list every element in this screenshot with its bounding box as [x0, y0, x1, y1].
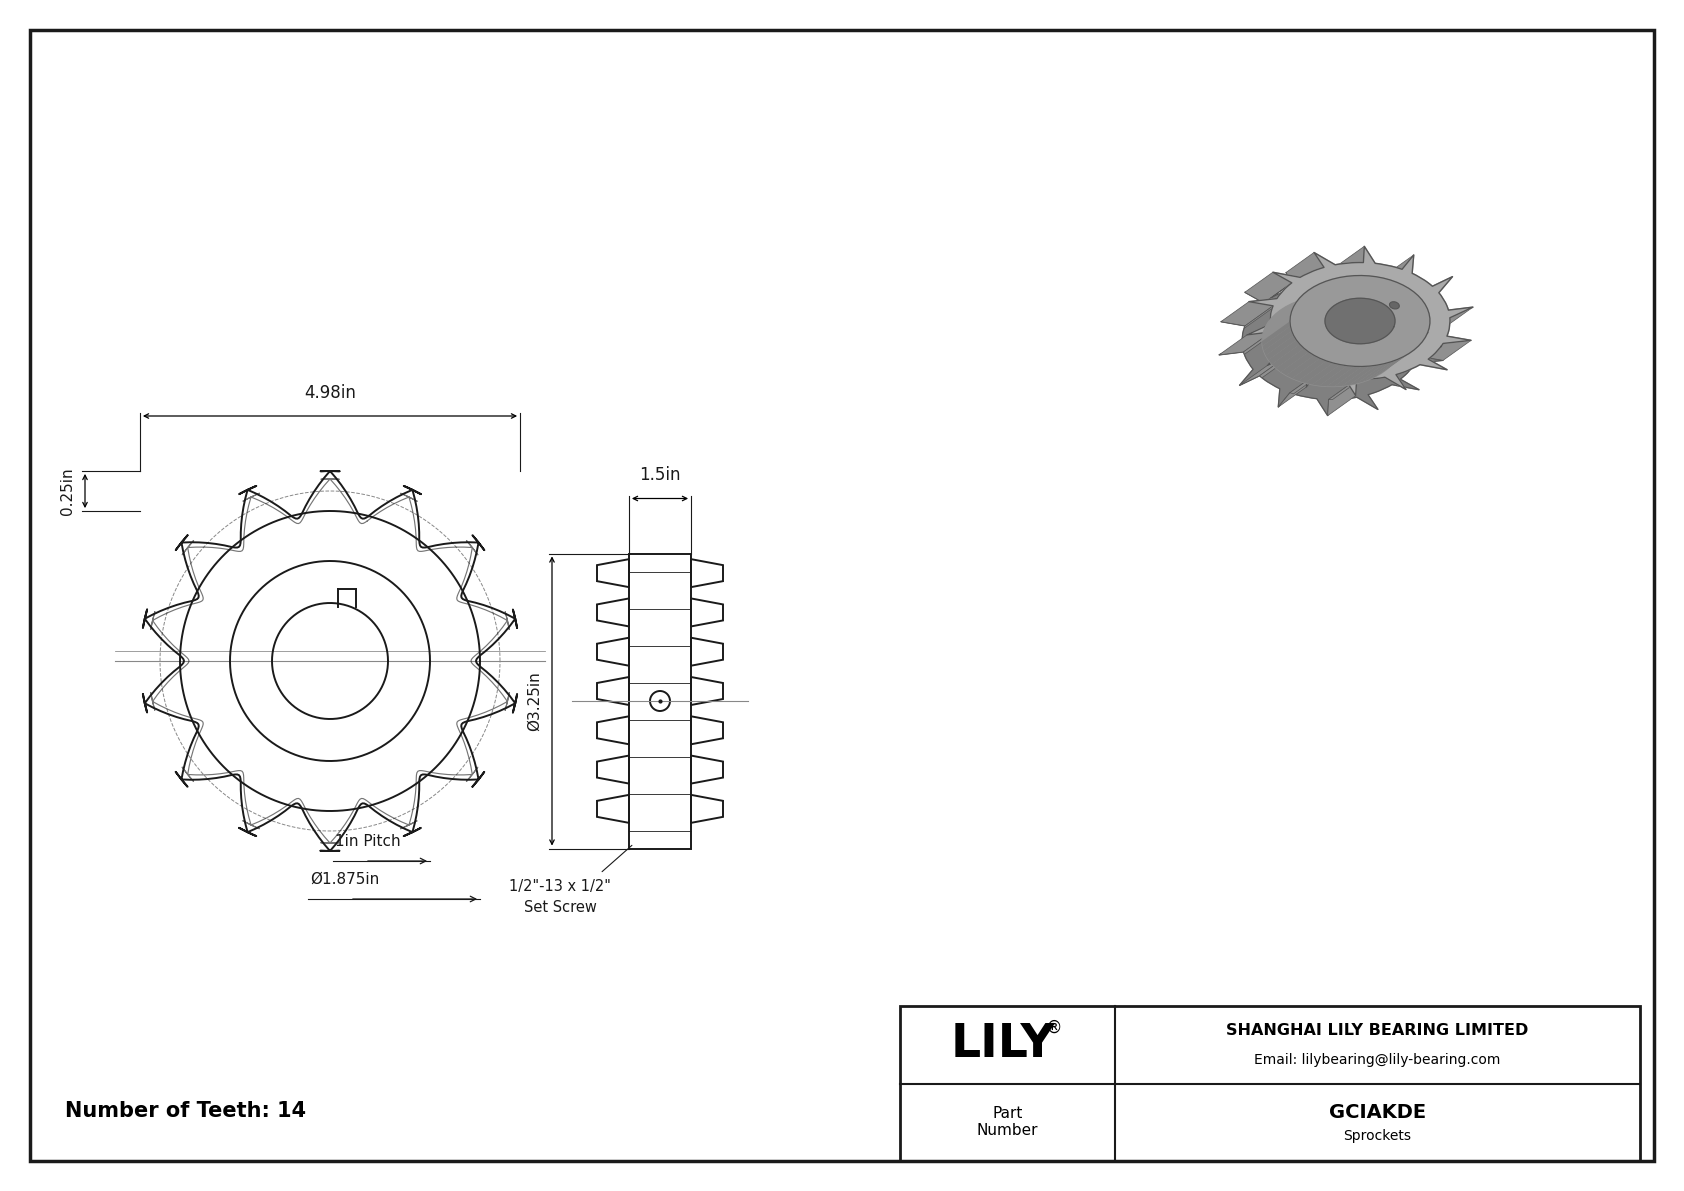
Polygon shape: [1401, 323, 1430, 348]
Polygon shape: [1420, 307, 1448, 330]
Polygon shape: [1329, 380, 1361, 399]
Polygon shape: [1276, 348, 1308, 372]
Polygon shape: [1403, 285, 1433, 306]
Polygon shape: [1278, 373, 1319, 407]
Polygon shape: [1305, 363, 1340, 385]
Polygon shape: [1334, 366, 1369, 386]
Polygon shape: [1319, 366, 1354, 386]
Polygon shape: [1261, 322, 1290, 347]
Text: 4.98in: 4.98in: [305, 384, 355, 403]
Text: 0.25in: 0.25in: [61, 467, 76, 515]
Polygon shape: [1243, 332, 1273, 355]
Text: LILY: LILY: [950, 1022, 1054, 1067]
Polygon shape: [1287, 355, 1320, 379]
Bar: [899, 1006, 1640, 1161]
Polygon shape: [1420, 307, 1474, 330]
Polygon shape: [1282, 353, 1314, 375]
Bar: [630, 554, 690, 848]
Polygon shape: [1369, 356, 1403, 380]
Polygon shape: [1362, 360, 1398, 382]
Polygon shape: [1260, 356, 1290, 378]
Text: Email: lilybearing@lily-bearing.com: Email: lilybearing@lily-bearing.com: [1255, 1053, 1500, 1067]
Polygon shape: [1287, 252, 1324, 287]
Polygon shape: [1271, 344, 1303, 368]
Polygon shape: [1221, 301, 1273, 326]
Polygon shape: [1248, 247, 1474, 395]
Polygon shape: [1335, 247, 1364, 282]
Polygon shape: [1420, 336, 1472, 361]
Polygon shape: [1327, 380, 1357, 416]
Text: SHANGHAI LILY BEARING LIMITED: SHANGHAI LILY BEARING LIMITED: [1226, 1023, 1529, 1039]
Polygon shape: [1420, 333, 1448, 356]
Text: Sprockets: Sprockets: [1344, 1129, 1411, 1143]
Polygon shape: [1356, 362, 1391, 384]
Polygon shape: [1374, 255, 1415, 289]
Polygon shape: [1312, 364, 1347, 386]
Text: GCIAKDE: GCIAKDE: [1329, 1103, 1426, 1122]
Polygon shape: [1268, 339, 1300, 364]
Text: 1.5in: 1.5in: [640, 467, 680, 485]
Polygon shape: [1399, 328, 1430, 353]
Polygon shape: [1292, 268, 1324, 288]
Polygon shape: [1239, 356, 1288, 386]
Polygon shape: [1376, 354, 1410, 376]
Polygon shape: [1261, 295, 1401, 386]
Text: ®: ®: [1046, 1018, 1063, 1036]
Text: Number of Teeth: 14: Number of Teeth: 14: [66, 1100, 306, 1121]
Polygon shape: [1386, 345, 1418, 370]
Polygon shape: [1263, 326, 1292, 351]
Polygon shape: [1381, 350, 1415, 374]
Polygon shape: [1219, 332, 1271, 355]
Polygon shape: [1398, 332, 1428, 357]
Polygon shape: [1266, 336, 1297, 360]
Ellipse shape: [1389, 301, 1399, 308]
Polygon shape: [1219, 267, 1445, 416]
Polygon shape: [1394, 337, 1425, 362]
Polygon shape: [1244, 273, 1292, 303]
Polygon shape: [1244, 306, 1273, 329]
Polygon shape: [1404, 276, 1453, 306]
Polygon shape: [1371, 268, 1403, 289]
Polygon shape: [1290, 275, 1430, 367]
Text: 1/2"-13 x 1/2"
Set Screw: 1/2"-13 x 1/2" Set Screw: [509, 879, 611, 915]
Polygon shape: [1342, 366, 1378, 386]
Text: Ø1.875in: Ø1.875in: [310, 872, 379, 887]
Polygon shape: [1263, 331, 1293, 355]
Polygon shape: [1391, 342, 1423, 366]
Polygon shape: [1325, 298, 1394, 344]
Polygon shape: [1292, 358, 1327, 381]
Text: Ø3.25in: Ø3.25in: [527, 671, 542, 731]
Polygon shape: [1332, 262, 1364, 282]
Text: 1in Pitch: 1in Pitch: [335, 834, 401, 849]
Text: Part
Number: Part Number: [977, 1106, 1039, 1139]
Polygon shape: [1298, 361, 1334, 384]
Polygon shape: [1349, 363, 1384, 385]
Bar: [899, 1006, 1640, 1161]
Polygon shape: [1290, 373, 1322, 394]
Polygon shape: [1261, 282, 1292, 305]
Polygon shape: [1327, 367, 1362, 386]
